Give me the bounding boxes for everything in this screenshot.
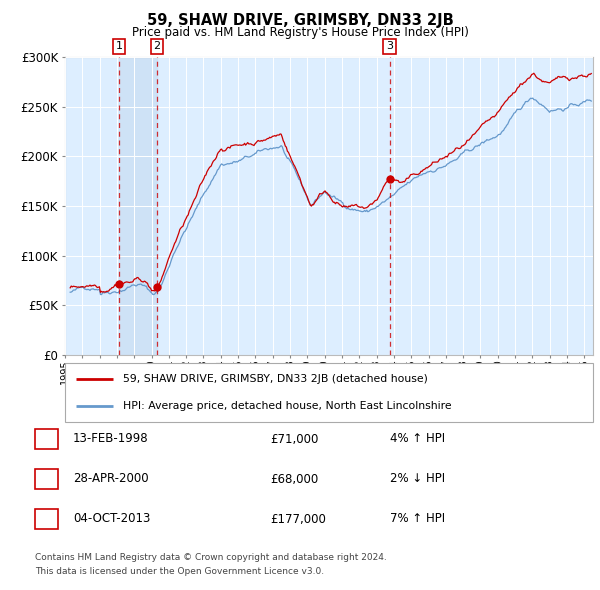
Text: £68,000: £68,000 xyxy=(270,473,318,486)
Text: 4% ↑ HPI: 4% ↑ HPI xyxy=(390,432,445,445)
Text: 28-APR-2000: 28-APR-2000 xyxy=(73,473,149,486)
Text: Contains HM Land Registry data © Crown copyright and database right 2024.: Contains HM Land Registry data © Crown c… xyxy=(35,553,387,562)
Text: 1: 1 xyxy=(116,41,122,51)
Bar xyxy=(119,57,157,355)
Text: 2: 2 xyxy=(43,474,50,484)
Text: £177,000: £177,000 xyxy=(270,513,326,526)
Text: 59, SHAW DRIVE, GRIMSBY, DN33 2JB: 59, SHAW DRIVE, GRIMSBY, DN33 2JB xyxy=(146,13,454,28)
Text: 13-FEB-1998: 13-FEB-1998 xyxy=(73,432,149,445)
Text: This data is licensed under the Open Government Licence v3.0.: This data is licensed under the Open Gov… xyxy=(35,568,324,576)
Text: 3: 3 xyxy=(43,514,50,524)
Text: 7% ↑ HPI: 7% ↑ HPI xyxy=(390,513,445,526)
Text: 59, SHAW DRIVE, GRIMSBY, DN33 2JB (detached house): 59, SHAW DRIVE, GRIMSBY, DN33 2JB (detac… xyxy=(123,374,428,384)
FancyBboxPatch shape xyxy=(65,363,593,422)
Text: 2% ↓ HPI: 2% ↓ HPI xyxy=(390,473,445,486)
Text: 04-OCT-2013: 04-OCT-2013 xyxy=(73,513,151,526)
Text: 2: 2 xyxy=(154,41,161,51)
Text: 3: 3 xyxy=(386,41,393,51)
Text: 1: 1 xyxy=(43,434,50,444)
Text: HPI: Average price, detached house, North East Lincolnshire: HPI: Average price, detached house, Nort… xyxy=(123,401,452,411)
Text: £71,000: £71,000 xyxy=(270,432,319,445)
Text: Price paid vs. HM Land Registry's House Price Index (HPI): Price paid vs. HM Land Registry's House … xyxy=(131,26,469,39)
